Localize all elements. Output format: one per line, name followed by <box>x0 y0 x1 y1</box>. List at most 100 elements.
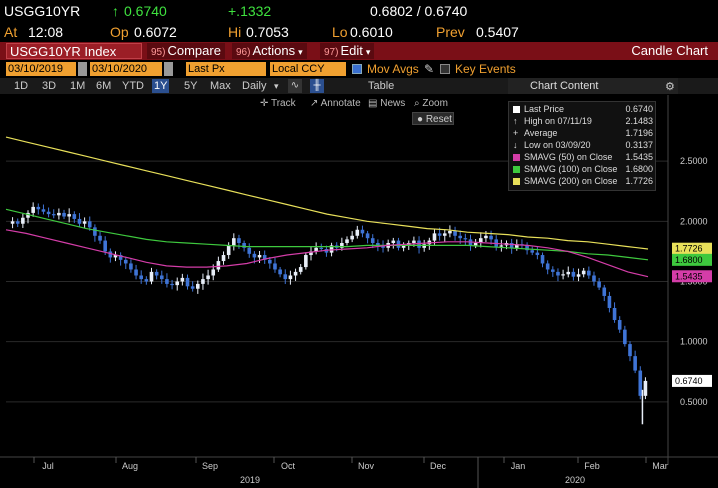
candle-body <box>463 238 468 240</box>
x-month-label: Jul <box>42 461 54 471</box>
zoom-label: Zoom <box>422 98 448 109</box>
candle-body <box>587 270 591 276</box>
key-events-label: Key Events <box>455 62 516 76</box>
candle-body <box>617 320 622 330</box>
candle-body <box>576 274 581 277</box>
candle-body <box>417 240 421 248</box>
legend-swatch <box>513 106 520 113</box>
candle-body <box>514 244 519 248</box>
legend-swatch <box>513 154 520 161</box>
x-year-label: 2019 <box>240 475 260 485</box>
candle-body <box>329 245 334 253</box>
period-1y[interactable]: 1Y <box>152 79 170 93</box>
candle-body <box>561 274 565 276</box>
open-label: Op <box>110 24 129 40</box>
currency-select[interactable]: Local CCY <box>270 62 346 76</box>
candle-chart-icon[interactable]: ╫ <box>310 79 324 93</box>
high-marker-icon: ↑ <box>513 116 518 126</box>
candle-body <box>535 252 540 256</box>
end-calendar-icon[interactable] <box>164 62 173 76</box>
end-date-input[interactable]: 03/10/2020 <box>90 62 162 76</box>
candle-body <box>638 370 643 396</box>
table-button[interactable]: Table <box>368 80 395 92</box>
period-ytd[interactable]: YTD <box>122 80 144 92</box>
candle-body <box>98 235 102 241</box>
gear-icon[interactable]: ⚙ <box>665 81 675 93</box>
compare-shortcut: 95) <box>151 47 166 58</box>
candle-body <box>571 271 576 277</box>
period-3d[interactable]: 3D <box>42 80 57 92</box>
legend-sma200[interactable]: SMAVG (200) on Close 1.7726 <box>513 176 655 187</box>
candle-body <box>175 281 180 286</box>
compare-label: Compare <box>167 43 221 58</box>
time-label: At <box>4 24 18 40</box>
candle-body <box>103 240 107 252</box>
period-1m[interactable]: 1M <box>70 80 86 92</box>
security-field[interactable]: USGG10YR Index <box>6 43 142 59</box>
legend-swatch <box>513 178 520 185</box>
sma50-line <box>5 229 649 278</box>
candle-body <box>57 212 61 216</box>
open-value: 0.6072 <box>134 24 177 40</box>
price-tag-label: 1.7726 <box>675 244 703 254</box>
start-calendar-icon[interactable] <box>78 62 87 76</box>
period-6m[interactable]: 6M <box>96 80 112 92</box>
candle-body <box>170 283 174 286</box>
compare-button[interactable]: 95) Compare <box>147 43 225 59</box>
frequency-select[interactable]: Daily <box>242 80 267 92</box>
candle-body <box>93 227 97 236</box>
reset-label: Reset <box>425 114 452 125</box>
price-tag-label: 0.6740 <box>675 376 703 386</box>
frequency-dropdown-icon[interactable]: ▾ <box>274 81 279 91</box>
candle-body <box>365 233 370 239</box>
period-5y[interactable]: 5Y <box>184 80 198 92</box>
candle-body <box>144 279 149 282</box>
period-1d[interactable]: 1D <box>14 80 29 92</box>
legend-value: 1.6800 <box>625 164 653 174</box>
candle-body <box>21 217 25 224</box>
candle-body <box>10 221 15 224</box>
candle-body <box>437 233 442 236</box>
start-date-input[interactable]: 03/10/2019 <box>6 62 76 76</box>
quote-detail-row: At 12:08 Op 0.6072 Hi 0.7053 Lo 0.6010 P… <box>0 24 718 42</box>
reset-icon: ● <box>417 114 426 125</box>
edit-button[interactable]: 97) Edit ▾ <box>320 43 375 59</box>
x-month-label: Sep <box>202 461 218 471</box>
candle-body <box>489 235 493 240</box>
legend-label: SMAVG (200) on Close <box>524 176 618 186</box>
candle-body <box>46 211 51 215</box>
candle-body <box>478 238 483 243</box>
price-tag-label: 1.5435 <box>675 271 703 281</box>
actions-label: Actions <box>252 43 296 58</box>
line-chart-icon[interactable]: ∿ <box>288 79 302 93</box>
high-label: Hi <box>228 24 242 40</box>
legend-sma50[interactable]: SMAVG (50) on Close 1.5435 <box>513 152 655 163</box>
x-year-label: 2020 <box>565 475 585 485</box>
function-title-bar: USGG10YR Index 95) Compare 96) Actions ▾ 97… <box>0 42 718 60</box>
track-icon: ✛ <box>260 98 271 109</box>
prev-value: 0.5407 <box>476 24 519 40</box>
key-events-checkbox[interactable] <box>440 64 450 74</box>
reset-button[interactable]: ● Reset <box>412 112 454 125</box>
y-tick-label: 0.5000 <box>680 397 708 407</box>
actions-button[interactable]: 96) Actions ▾ <box>232 43 307 59</box>
candle-body <box>211 269 216 276</box>
legend-label: Average <box>524 128 558 138</box>
chart-content-header[interactable]: Chart Content <box>508 78 678 94</box>
chart-content-label: Chart Content <box>530 80 599 92</box>
chart-type-title: Candle Chart <box>631 43 708 58</box>
zoom-tool[interactable]: ⌕ Zoom <box>414 98 448 109</box>
period-max[interactable]: Max <box>210 80 231 92</box>
price-field-select[interactable]: Last Px <box>186 62 266 76</box>
news-tool[interactable]: ▤ News <box>368 98 405 109</box>
legend-sma100[interactable]: SMAVG (100) on Close 1.6800 <box>513 164 655 175</box>
candle-body <box>540 255 545 264</box>
track-tool[interactable]: ✛ Track <box>260 98 296 109</box>
annotate-tool[interactable]: ↗ Annotate <box>310 98 361 109</box>
price-change: +.1332 <box>228 3 272 19</box>
candlestick-chart[interactable]: 2.50002.00001.50001.00000.50001.77261.68… <box>0 95 718 488</box>
mov-avgs-checkbox[interactable] <box>352 64 362 74</box>
sma200-line <box>5 136 649 250</box>
candle-body <box>268 259 272 264</box>
pencil-icon[interactable]: ✎ <box>424 62 435 76</box>
